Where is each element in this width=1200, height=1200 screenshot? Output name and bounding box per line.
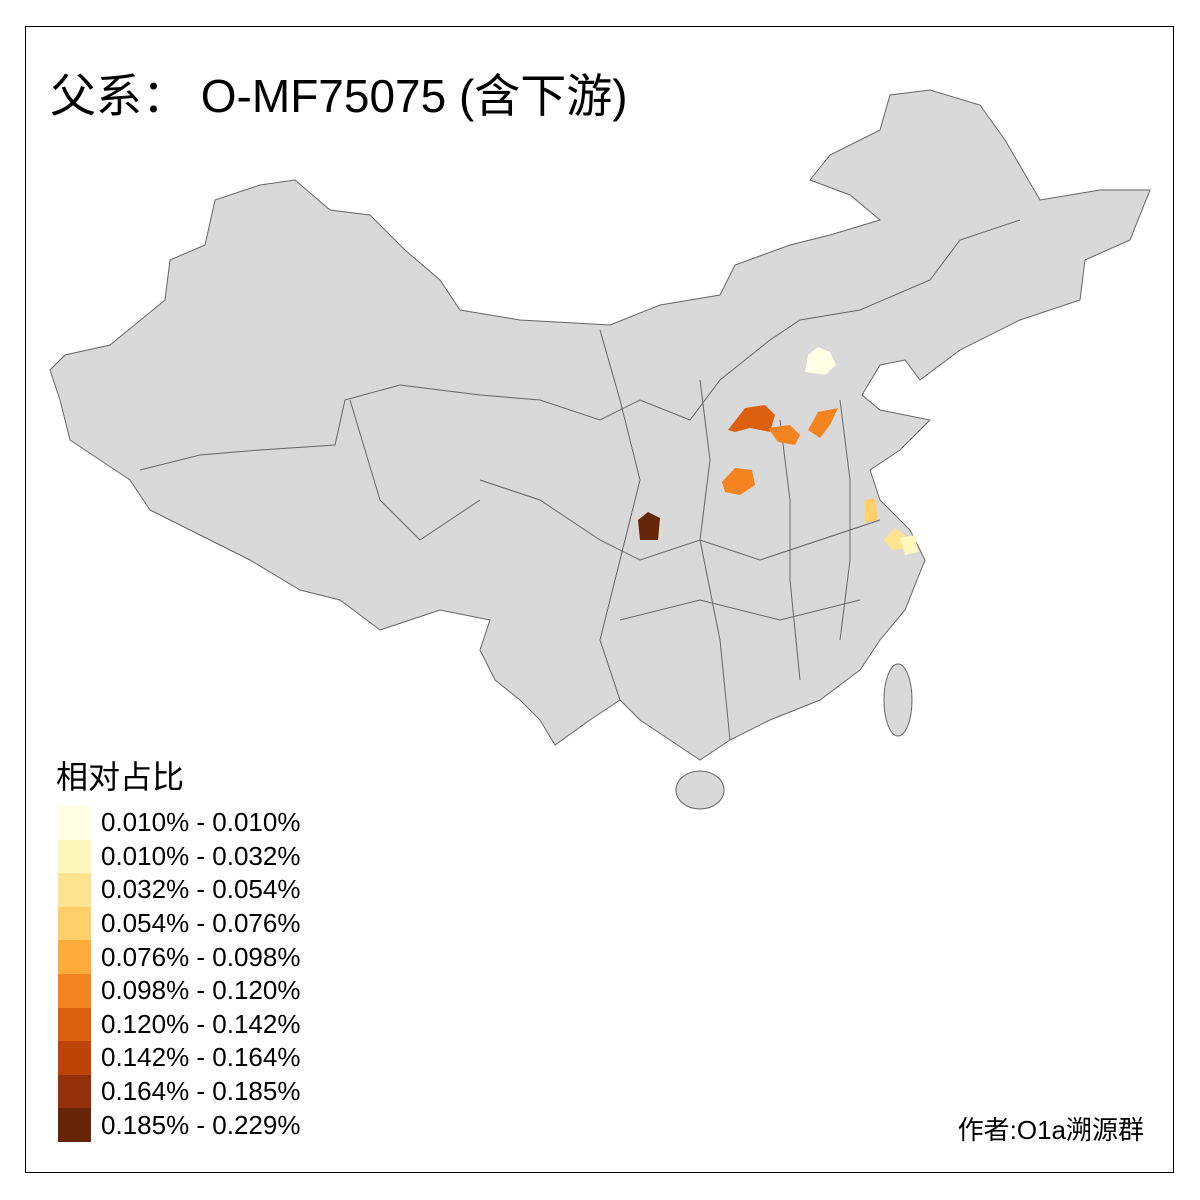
legend-label: 0.076% - 0.098% (101, 941, 301, 972)
legend-title: 相对占比 (56, 758, 185, 796)
legend-label: 0.032% - 0.054% (101, 874, 301, 905)
map-title: 父系： O-MF75075 (含下游) (50, 70, 628, 122)
region-anhui (865, 498, 878, 523)
region-shanxi-south (722, 468, 755, 495)
china-mainland (49, 89, 1151, 761)
legend-swatch (58, 1041, 91, 1075)
legend-label: 0.010% - 0.032% (101, 840, 301, 871)
legend-swatch (58, 1074, 91, 1109)
legend-item: 0.164% - 0.185% (58, 1074, 301, 1109)
region-sichuan (638, 512, 660, 540)
legend-swatch (58, 806, 91, 840)
map-frame (25, 26, 1174, 1173)
legend-item: 0.054% - 0.076% (58, 906, 301, 941)
legend-swatch (58, 1007, 91, 1042)
region-shanxi-north (728, 405, 775, 432)
legend-swatch (58, 940, 91, 974)
legend-label: 0.098% - 0.120% (101, 975, 301, 1006)
legend-swatch (58, 1108, 91, 1142)
legend-swatch (58, 873, 91, 907)
legend-swatch (58, 839, 91, 874)
legend-label: 0.164% - 0.185% (101, 1076, 301, 1107)
legend-item: 0.010% - 0.010% (58, 806, 300, 840)
legend: 0.010% - 0.010% 0.010% - 0.032% 0.032% - 0… (58, 806, 300, 1142)
region-shanghai (900, 535, 918, 555)
legend-item: 0.185% - 0.229% (58, 1108, 300, 1142)
region-hebei (808, 408, 838, 438)
legend-label: 0.010% - 0.010% (101, 807, 301, 838)
legend-item: 0.010% - 0.032% (58, 839, 301, 874)
author-credit: 作者:O1a溯源群 (957, 1115, 1144, 1145)
legend-item: 0.032% - 0.054% (58, 873, 300, 907)
legend-item: 0.120% - 0.142% (58, 1007, 301, 1042)
legend-swatch (58, 906, 91, 941)
region-shanxi-central (768, 425, 800, 445)
province-borders (139, 219, 1021, 741)
legend-swatch (58, 973, 91, 1008)
legend-label: 0.185% - 0.229% (101, 1109, 301, 1140)
legend-item: 0.098% - 0.120% (58, 973, 301, 1008)
legend-label: 0.142% - 0.164% (101, 1042, 301, 1073)
legend-label: 0.120% - 0.142% (101, 1008, 301, 1039)
region-beijing (805, 347, 836, 375)
legend-item: 0.076% - 0.098% (58, 940, 300, 974)
hainan (675, 770, 725, 810)
legend-item: 0.142% - 0.164% (58, 1041, 300, 1075)
legend-label: 0.054% - 0.076% (101, 908, 301, 939)
taiwan (883, 663, 913, 737)
